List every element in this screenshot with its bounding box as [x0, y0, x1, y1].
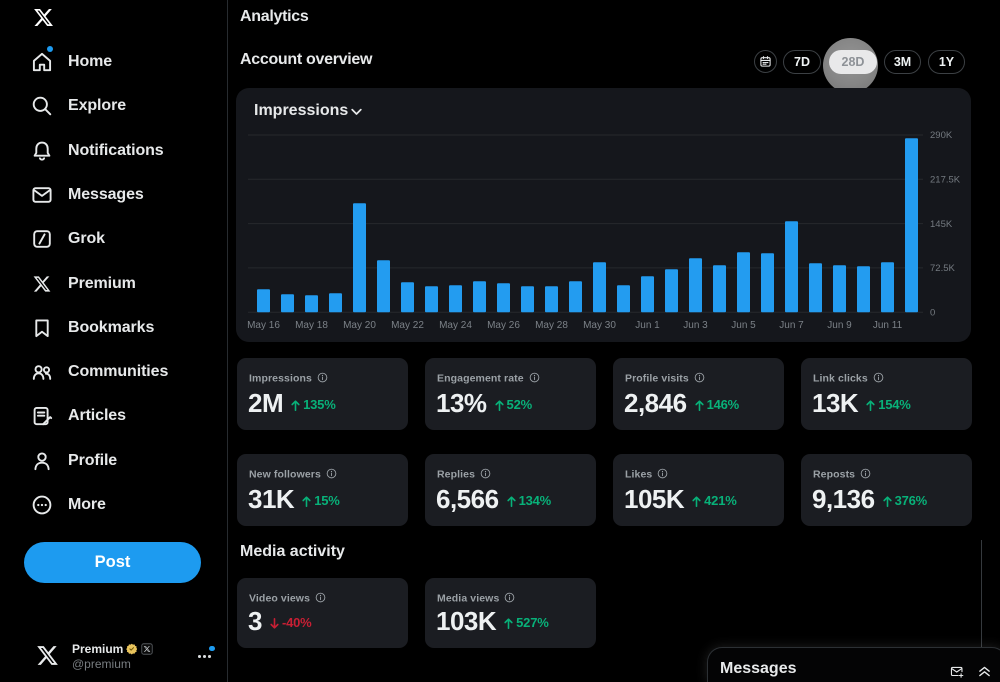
- svg-text:May 28: May 28: [535, 320, 568, 331]
- svg-text:Jun 9: Jun 9: [827, 320, 852, 331]
- svg-text:0: 0: [930, 307, 935, 318]
- svg-text:Jun 1: Jun 1: [635, 320, 660, 331]
- svg-text:May 16: May 16: [247, 320, 280, 331]
- svg-text:May 22: May 22: [391, 320, 424, 331]
- svg-text:May 24: May 24: [439, 320, 472, 331]
- svg-text:290K: 290K: [930, 130, 953, 141]
- svg-text:Jun 5: Jun 5: [731, 320, 756, 331]
- svg-text:May 30: May 30: [583, 320, 616, 331]
- svg-text:Jun 7: Jun 7: [779, 320, 804, 331]
- svg-text:Jun 11: Jun 11: [873, 320, 903, 331]
- svg-text:72.5K: 72.5K: [930, 263, 955, 274]
- svg-text:Jun 3: Jun 3: [683, 320, 708, 331]
- svg-text:May 26: May 26: [487, 320, 520, 331]
- svg-text:May 20: May 20: [343, 320, 376, 331]
- svg-text:May 18: May 18: [295, 320, 328, 331]
- svg-text:145K: 145K: [930, 219, 953, 230]
- svg-text:217.5K: 217.5K: [930, 175, 961, 186]
